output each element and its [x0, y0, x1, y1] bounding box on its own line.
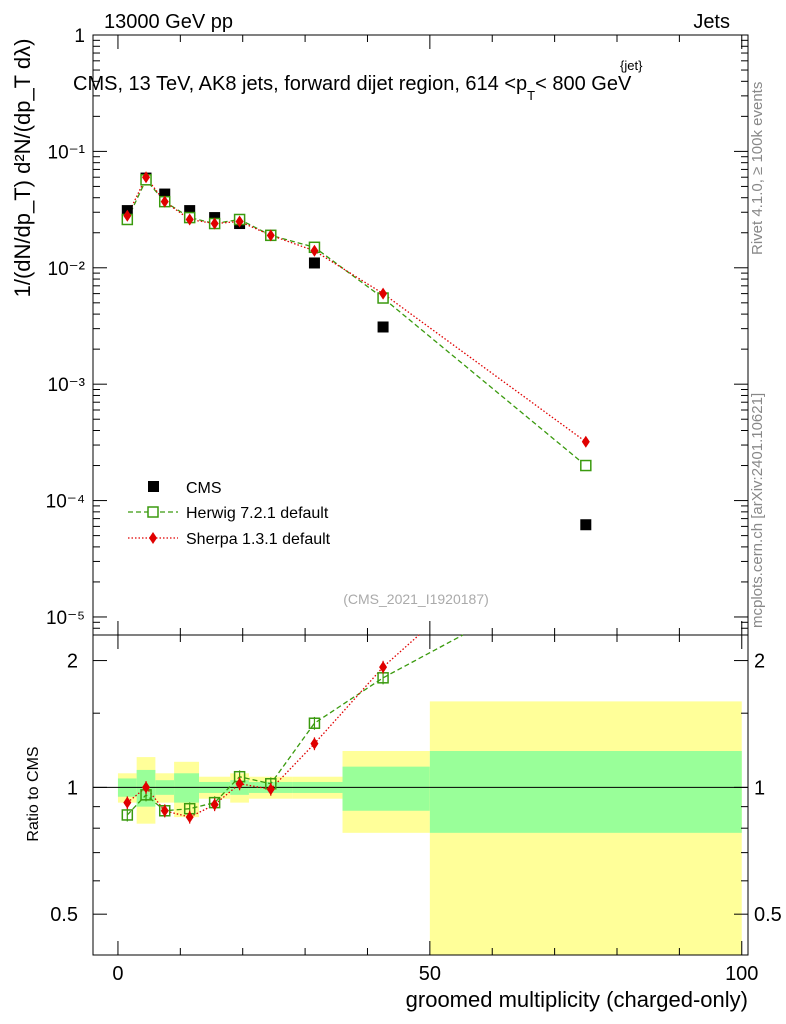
plot-title-sup: {jet} — [620, 58, 643, 73]
ratio-tick-label-right: 0.5 — [754, 904, 782, 926]
y-tick-label-upper: 10⁻² — [48, 259, 86, 280]
ratio-tick-label-right: 2 — [754, 651, 765, 673]
stat-uncertainty-band — [429, 750, 742, 833]
plot-title-sub: T — [527, 88, 535, 103]
sherpa-ratio-point — [266, 783, 275, 796]
sherpa-ratio-point — [123, 796, 132, 809]
ratio-tick-label-right: 1 — [754, 777, 765, 799]
y-tick-label-upper: 10⁻⁴ — [46, 492, 85, 513]
stat-uncertainty-band — [174, 773, 200, 803]
y-tick-label-upper: 1 — [74, 26, 85, 47]
sherpa-ratio-point — [210, 798, 219, 811]
sherpa-point — [142, 171, 151, 184]
sherpa-point — [235, 215, 244, 228]
cms-data-point — [308, 257, 320, 269]
sherpa-point — [581, 435, 590, 448]
upper-curve-herwig — [126, 178, 587, 467]
sherpa-ratio-point — [379, 661, 388, 674]
sherpa-ratio-point — [310, 737, 319, 750]
axis-ticks — [93, 34, 748, 955]
ratio-plot-frame — [92, 634, 749, 956]
sherpa-point — [379, 287, 388, 300]
ratio-tick-label-left: 1 — [67, 777, 78, 799]
sherpa-point — [266, 229, 275, 242]
sherpa-point — [210, 217, 219, 230]
axis-tick-labels: 0 50 100 10⁻⁵ 10⁻⁴ 10⁻³ 10⁻² 10⁻¹ 1 0.5 0.5 1 1 2 2 — [46, 26, 782, 985]
y-tick-label-upper: 10⁻³ — [48, 375, 86, 396]
herwig-point — [580, 459, 592, 472]
legend-label-cms: CMS — [186, 480, 222, 497]
sherpa-point — [310, 244, 319, 257]
sherpa-point — [185, 213, 194, 226]
header-process-label: Jets — [693, 11, 730, 33]
data-markers — [121, 171, 592, 824]
legend: CMS Herwig 7.2.1 default Sherpa 1.3.1 de… — [128, 480, 331, 548]
sherpa-point — [160, 195, 169, 208]
rivet-version-label: Rivet 4.1.0, ≥ 100k events — [749, 82, 766, 255]
sherpa-ratio-point — [235, 777, 244, 790]
x-tick-label: 0 — [112, 963, 123, 985]
ratio-y-axis-label: Ratio to CMS — [25, 746, 42, 841]
header-energy-label: 13000 GeV pp — [104, 11, 233, 33]
legend-marker-cms — [148, 481, 159, 492]
stat-uncertainty-band — [342, 766, 430, 811]
herwig-ratio-point — [308, 717, 321, 729]
legend-marker-herwig — [147, 506, 159, 518]
upper-y-axis-label: 1/(dN/dp_T) d²N/(dp_T dλ) — [10, 39, 35, 298]
x-tick-label: 100 — [725, 963, 758, 985]
sherpa-ratio-point — [185, 811, 194, 824]
cms-data-point — [377, 321, 389, 333]
upper-curve-sherpa — [126, 175, 587, 443]
ratio-uncertainty-bands — [117, 701, 742, 955]
ratio-tick-label-left: 0.5 — [50, 904, 78, 926]
ratio-tick-label-left: 2 — [67, 651, 78, 673]
plot-title-end: < 800 GeV — [535, 73, 632, 95]
cms-data-point — [580, 519, 592, 531]
herwig-ratio-point — [121, 809, 134, 821]
ratio-curve-sherpa — [126, 634, 420, 818]
x-axis-label: groomed multiplicity (charged-only) — [406, 987, 748, 1012]
x-tick-label: 50 — [419, 963, 441, 985]
sherpa-ratio-point — [142, 781, 151, 794]
legend-marker-sherpa — [149, 532, 157, 544]
y-tick-label-upper: 10⁻⁵ — [46, 608, 85, 629]
cms-data-point — [184, 205, 196, 217]
mc-curves — [126, 175, 587, 818]
plot-title: CMS, 13 TeV, AK8 jets, forward dijet reg… — [73, 73, 632, 103]
legend-label-herwig: Herwig 7.2.1 default — [186, 505, 329, 522]
sherpa-ratio-point — [160, 804, 169, 817]
cms-data-point — [159, 188, 171, 200]
y-tick-label-upper: 10⁻¹ — [48, 142, 86, 163]
analysis-tag: (CMS_2021_I1920187) — [343, 591, 489, 607]
mcplots-label: mcplots.cern.ch [arXiv:2401.10621] — [749, 393, 766, 628]
ratio-curve-herwig — [126, 634, 464, 816]
legend-label-sherpa: Sherpa 1.3.1 default — [186, 531, 331, 548]
sherpa-point — [123, 209, 132, 222]
plot-title-main: CMS, 13 TeV, AK8 jets, forward dijet reg… — [73, 73, 527, 95]
